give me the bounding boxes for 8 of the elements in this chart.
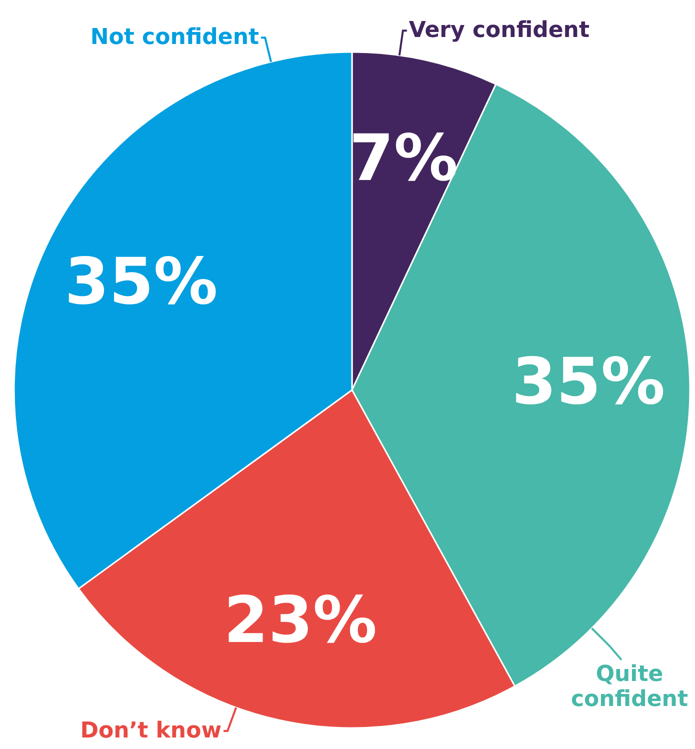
data-label: 35% [512, 346, 666, 420]
data-label: 23% [224, 584, 377, 658]
slice-label: Very confident [408, 18, 590, 44]
data-label: 35% [64, 246, 218, 320]
data-label: 7% [349, 122, 458, 196]
slice-label: Don’t know [80, 718, 222, 744]
slice-label: Not confident [90, 25, 260, 50]
slice-label: Quite confident [570, 661, 688, 712]
